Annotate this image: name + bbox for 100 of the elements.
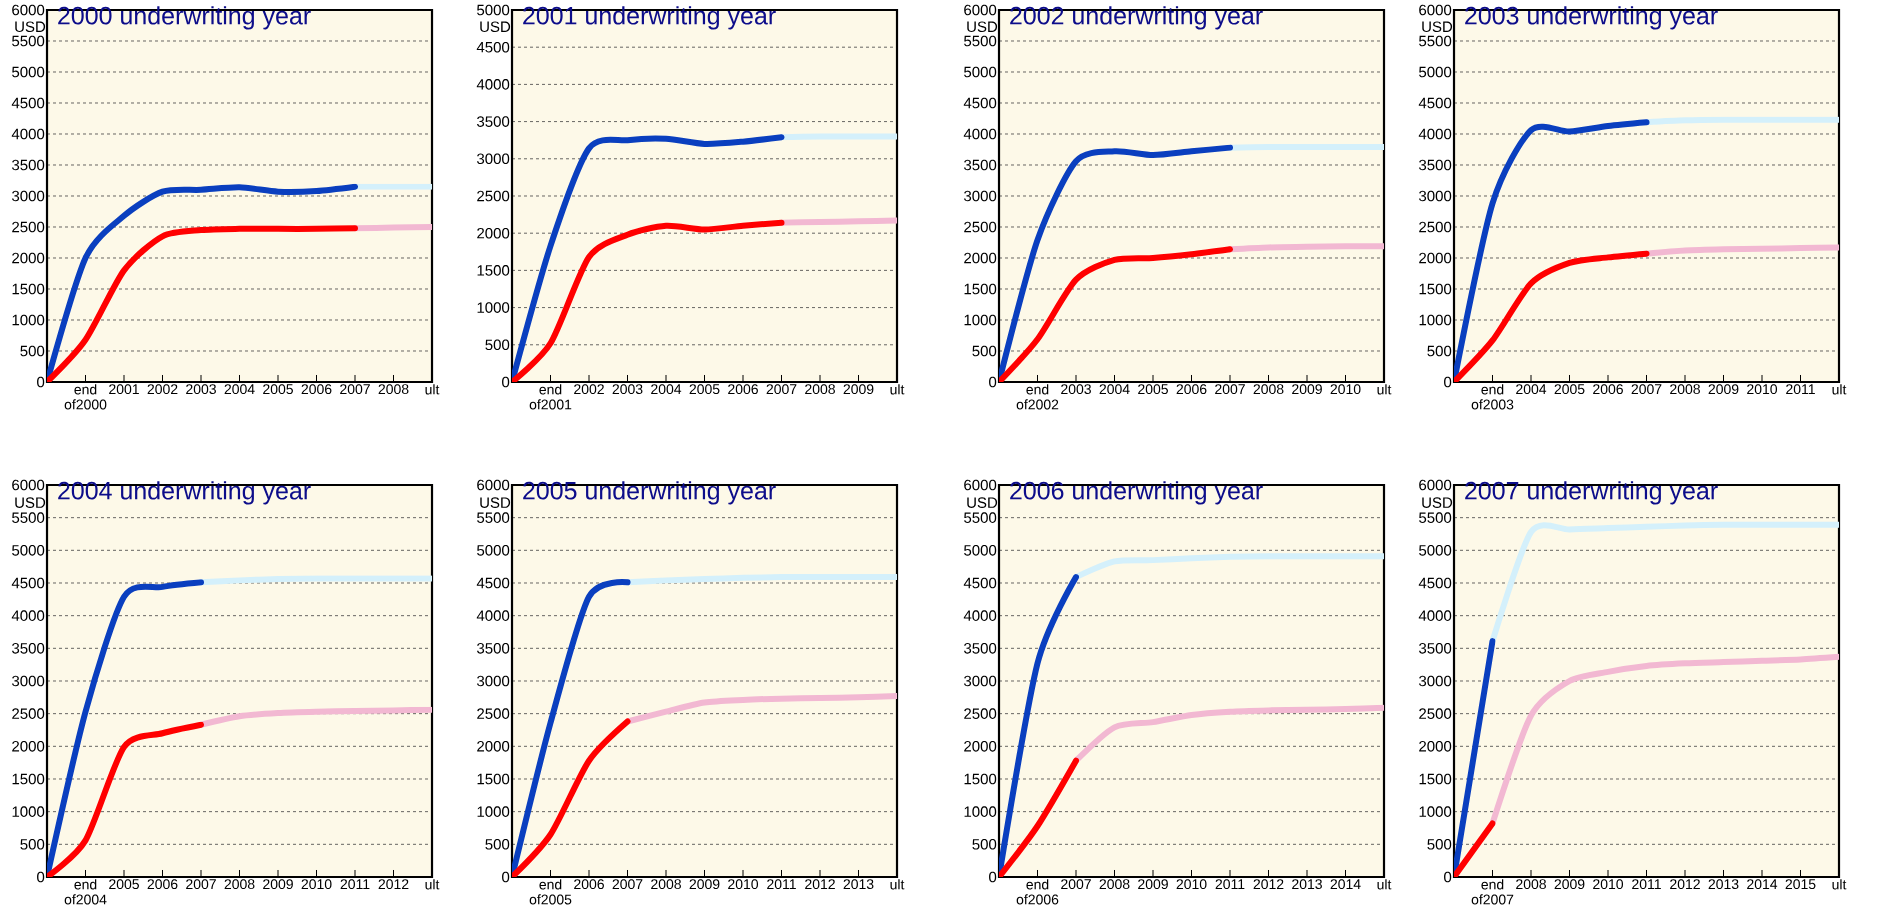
- x-tick-label: 2004: [224, 384, 255, 395]
- x-tick-label: 2010: [1593, 879, 1624, 890]
- y-axis-title: USD: [480, 497, 511, 508]
- x-tick-label: 2006: [728, 384, 758, 395]
- x-tick-label: 2009: [1708, 384, 1739, 395]
- y-tick-label: 1500: [12, 773, 45, 785]
- chart-title: 2003 underwriting year: [1465, 6, 1718, 30]
- x-tick-label: 2004: [651, 384, 682, 395]
- x-tick-label: end of2007: [1471, 879, 1514, 905]
- y-tick-label: 6000: [1419, 4, 1452, 16]
- x-tick-label: 2003: [612, 384, 643, 395]
- chart-title: 2000 underwriting year: [58, 6, 311, 30]
- y-tick-label: 5000: [964, 66, 997, 78]
- x-tick-label: 2001: [109, 384, 139, 395]
- y-tick-label: 4000: [963, 610, 997, 621]
- chart-title: 2005 underwriting year: [523, 481, 776, 505]
- x-tick-label: 2013: [1708, 879, 1739, 890]
- y-tick-label: 5500: [12, 35, 45, 47]
- y-tick-label: 1500: [12, 283, 45, 295]
- y-tick-label: 6000: [12, 4, 45, 16]
- y-tick-label: 4500: [11, 97, 45, 109]
- y-tick-label: 2500: [477, 708, 510, 719]
- x-tick-label: 2007: [340, 384, 370, 395]
- x-tick-label: 2012: [378, 879, 409, 890]
- x-tick-label: 2005: [1554, 384, 1585, 395]
- x-tick-label: 2011: [340, 879, 370, 890]
- y-tick-label: 500: [20, 345, 45, 357]
- y-tick-label: 500: [20, 839, 45, 850]
- x-tick-label: 2006: [1593, 384, 1623, 395]
- chart-title: 2007 underwriting year: [1465, 481, 1718, 505]
- y-tick-label: 6000: [12, 479, 45, 491]
- y-tick-label: 500: [972, 345, 997, 357]
- y-tick-label: 5000: [477, 4, 510, 16]
- y-tick-label: 4000: [476, 610, 510, 621]
- x-tick-label: 2002: [147, 384, 178, 395]
- y-tick-label: 2000: [964, 741, 997, 752]
- x-tick-label: ult: [425, 879, 440, 890]
- x-tick-label: 2008: [1670, 384, 1700, 395]
- y-axis-title: USD: [1422, 21, 1453, 33]
- x-tick-label: end of2000: [64, 384, 107, 410]
- x-tick-label: end of2003: [1471, 384, 1514, 410]
- x-tick-label: 2012: [1670, 879, 1700, 890]
- y-tick-label: 2500: [477, 190, 510, 202]
- y-tick-label: 3500: [477, 116, 510, 127]
- y-tick-label: 3000: [12, 190, 45, 202]
- y-tick-label: 4500: [963, 577, 997, 589]
- y-tick-label: 500: [972, 839, 997, 850]
- x-tick-label: 2007: [1061, 879, 1091, 890]
- y-tick-label: 5000: [1419, 66, 1452, 78]
- y-tick-label: 2500: [1419, 708, 1452, 719]
- y-tick-label: 2000: [12, 252, 45, 264]
- x-tick-label: 2010: [301, 879, 332, 890]
- x-tick-label: 2004: [1516, 384, 1547, 395]
- x-tick-label: 2010: [1176, 879, 1207, 890]
- y-tick-label: 5000: [477, 545, 510, 556]
- x-tick-label: 2011: [767, 879, 796, 890]
- y-tick-label: 1500: [1419, 773, 1452, 785]
- y-tick-label: 5000: [1419, 545, 1452, 556]
- x-tick-label: 2003: [1061, 384, 1091, 395]
- x-tick-label: ult: [1377, 879, 1392, 890]
- y-tick-label: 500: [485, 839, 510, 850]
- x-tick-label: 2008: [651, 879, 681, 890]
- x-tick-label: 2002: [574, 384, 604, 395]
- y-tick-label: 5500: [477, 512, 510, 523]
- x-tick-label: 2008: [1099, 879, 1130, 890]
- y-tick-label: 5500: [1419, 35, 1452, 47]
- y-tick-label: 2500: [964, 708, 997, 719]
- y-tick-label: 4000: [963, 128, 997, 140]
- x-tick-label: 2009: [1292, 384, 1322, 395]
- y-tick-label: 5000: [12, 66, 45, 78]
- y-tick-label: 5500: [964, 35, 997, 47]
- x-tick-label: 2008: [378, 384, 409, 395]
- y-tick-label: 3000: [964, 190, 997, 202]
- y-tick-label: 4000: [1418, 128, 1452, 140]
- x-tick-label: ult: [1832, 879, 1847, 890]
- x-tick-label: 2005: [263, 384, 293, 395]
- y-tick-label: 1500: [1419, 283, 1452, 295]
- y-tick-label: 3500: [12, 643, 45, 654]
- x-tick-label: 2014: [1330, 879, 1361, 890]
- x-tick-label: ult: [425, 384, 440, 395]
- x-tick-label: end of2001: [529, 384, 572, 410]
- y-tick-label: 2000: [964, 252, 997, 264]
- chart-title: 2006 underwriting year: [1010, 481, 1263, 505]
- x-tick-label: 2009: [689, 879, 720, 890]
- y-tick-label: 3500: [1419, 159, 1452, 171]
- x-tick-label: 2008: [1516, 879, 1546, 890]
- x-tick-label: 2008: [224, 879, 255, 890]
- y-tick-label: 2000: [1419, 741, 1452, 752]
- x-tick-label: 2011: [1632, 879, 1661, 890]
- x-tick-label: 2006: [1176, 384, 1207, 395]
- x-tick-label: 2008: [805, 384, 835, 395]
- x-tick-label: 2009: [1138, 879, 1168, 890]
- x-tick-label: 2007: [186, 879, 216, 890]
- y-tick-label: 1500: [964, 773, 997, 785]
- y-tick-label: 0: [989, 376, 997, 388]
- y-tick-label: 3000: [477, 153, 510, 165]
- y-tick-label: 2500: [964, 221, 997, 233]
- x-tick-label: 2008: [1253, 384, 1284, 395]
- x-tick-label: end of2005: [529, 879, 572, 905]
- y-axis-title: USD: [15, 21, 46, 33]
